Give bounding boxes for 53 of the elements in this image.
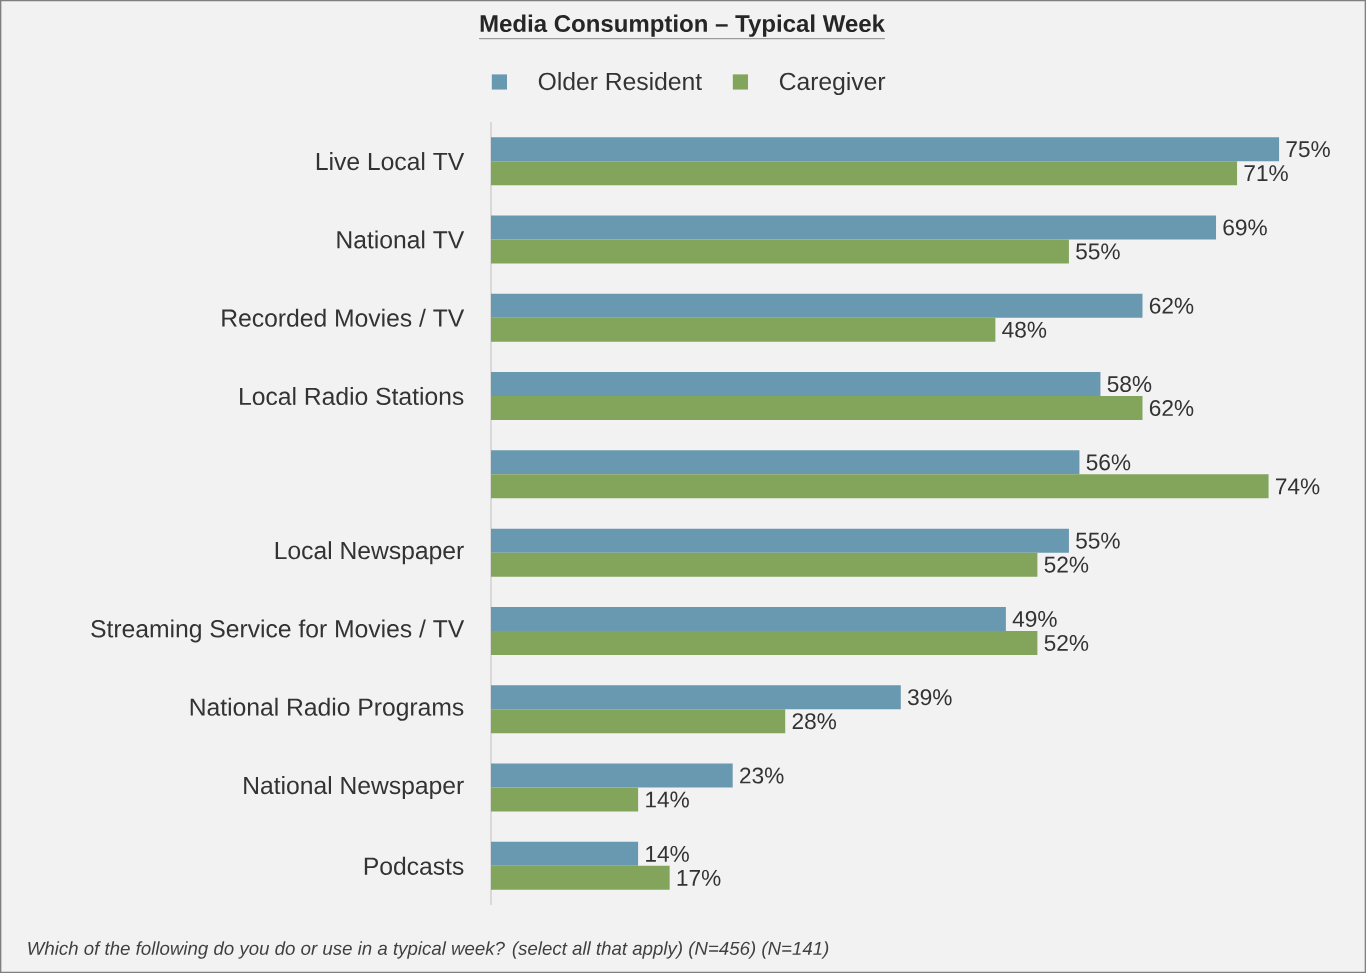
bar (491, 865, 670, 890)
bar (491, 450, 1080, 475)
data-label: 56% (1086, 454, 1131, 471)
legend-label: Older Resident (538, 72, 702, 91)
bar (491, 161, 1238, 186)
data-label: 74% (1276, 478, 1320, 495)
data-label: 62% (1149, 297, 1194, 314)
y-tick-label: National Radio Programs (190, 697, 464, 721)
bar (491, 474, 1269, 499)
bar (491, 137, 1280, 162)
data-label: 62% (1149, 400, 1194, 417)
chart-title: Media Consumption – Typical Week (480, 14, 886, 37)
data-label: 23% (740, 767, 784, 784)
data-label: 52% (1044, 634, 1089, 651)
y-tick-label: Recorded Movies / TV (222, 308, 465, 327)
y-tick-label: Local Newspaper (275, 541, 464, 565)
y-tick-label: Streaming Service for Movies / TV (91, 619, 465, 643)
data-label: 48% (1002, 321, 1047, 338)
data-label: 14% (646, 791, 689, 808)
y-tick-label: Live Local TV (316, 152, 465, 171)
bar (491, 372, 1101, 397)
bar (491, 528, 1069, 553)
bar (491, 841, 639, 866)
bar (491, 606, 1006, 631)
data-label: 28% (792, 713, 837, 730)
data-label: 75% (1286, 141, 1330, 158)
bar (491, 630, 1038, 655)
bar (491, 293, 1143, 318)
bar (491, 685, 901, 710)
data-label: 58% (1107, 376, 1152, 393)
bar (491, 763, 733, 788)
data-label: 49% (1012, 610, 1057, 627)
bar (491, 552, 1038, 577)
bar (491, 396, 1143, 421)
bar (491, 709, 786, 734)
y-tick-label: Local Radio Stations (240, 386, 464, 406)
y-tick-label: Podcasts (364, 856, 464, 875)
y-tick-label: National TV (337, 230, 465, 249)
data-label: 69% (1223, 219, 1267, 236)
data-label: 71% (1244, 165, 1288, 182)
y-tick-label: National Newspaper (244, 776, 464, 800)
data-label: 39% (907, 689, 952, 706)
bar (491, 215, 1217, 240)
data-label: 55% (1076, 532, 1120, 549)
text: Which of the following do you do or use in a typical week? (select all that apply) (N=456) (N=141) (28, 941, 829, 959)
legend-label: Caregiver (779, 72, 886, 96)
bar (491, 317, 996, 342)
data-label: 17% (677, 869, 721, 886)
data-label: 14% (646, 845, 689, 862)
bar (491, 239, 1069, 264)
data-label: 52% (1044, 556, 1089, 573)
bar (491, 787, 639, 812)
data-label: 55% (1076, 243, 1120, 260)
